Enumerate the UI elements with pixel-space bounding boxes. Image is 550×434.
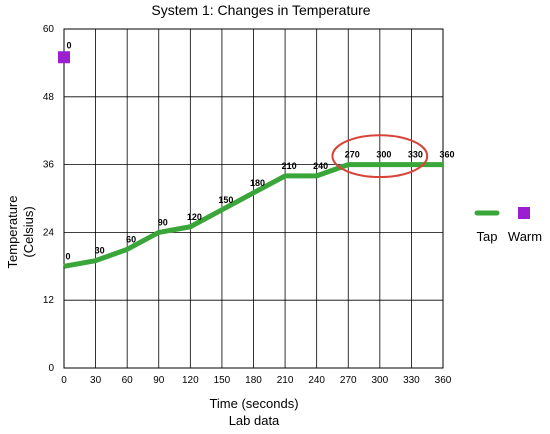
x-tick-label: 360 xyxy=(435,375,452,386)
data-labels-layer: 0 30 60 90 120 150 180 210 240 270 300 330 360 0 xyxy=(65,40,454,261)
x-axis-label: Time (seconds) xyxy=(209,396,298,411)
legend-tap-label: Tap xyxy=(477,229,498,244)
tap-series-line xyxy=(63,162,443,269)
x-tick-label: 60 xyxy=(122,375,134,386)
tap-data-label: 180 xyxy=(250,178,265,188)
x-tick-label: 210 xyxy=(277,375,294,386)
tap-data-label: 270 xyxy=(345,150,360,160)
y-tick-label: 12 xyxy=(43,295,55,306)
tap-data-label: 30 xyxy=(95,246,105,256)
x-axis-sublabel: Lab data xyxy=(229,413,280,428)
x-tick-label: 330 xyxy=(403,375,420,386)
legend: Tap Warm xyxy=(474,207,542,244)
x-tick-label: 0 xyxy=(61,375,67,386)
plot-frame xyxy=(63,28,444,369)
x-tick-label: 180 xyxy=(245,375,262,386)
highlight-ellipse xyxy=(331,134,429,179)
x-tick-label: 90 xyxy=(153,375,165,386)
legend-warm-label: Warm xyxy=(508,229,542,244)
tap-data-label: 90 xyxy=(158,217,168,227)
grid-lines xyxy=(63,28,444,369)
x-tick-label: 120 xyxy=(182,375,199,386)
y-axis-ticks: 0 12 24 36 48 60 xyxy=(43,24,55,374)
annotation-layer xyxy=(331,134,429,179)
x-tick-label: 150 xyxy=(214,375,231,386)
chart-title: System 1: Changes in Temperature xyxy=(151,2,370,18)
tap-data-label: 60 xyxy=(126,234,136,244)
x-tick-label: 270 xyxy=(340,375,357,386)
tap-data-label: 120 xyxy=(187,212,202,222)
legend-warm-swatch xyxy=(518,207,530,219)
tap-data-label: 360 xyxy=(439,150,454,160)
tap-data-label: 0 xyxy=(65,251,70,261)
tap-data-label: 150 xyxy=(218,195,233,205)
y-tick-label: 24 xyxy=(43,227,55,238)
tap-data-label: 210 xyxy=(282,161,297,171)
y-tick-label: 48 xyxy=(43,92,55,103)
x-tick-label: 30 xyxy=(90,375,102,386)
x-axis-ticks: 0 30 60 90 120 150 180 210 240 270 300 330 360 xyxy=(61,375,452,386)
warm-data-point xyxy=(58,51,70,64)
y-axis-label: Temperature xyxy=(5,196,20,269)
tap-data-label: 240 xyxy=(313,161,328,171)
y-tick-label: 60 xyxy=(43,24,55,35)
y-axis-sublabel: (Celsius) xyxy=(21,206,36,257)
x-tick-label: 300 xyxy=(371,375,388,386)
warm-data-label: 0 xyxy=(66,40,71,50)
y-tick-label: 0 xyxy=(48,363,54,374)
tap-data-label: 300 xyxy=(376,150,391,160)
x-tick-label: 240 xyxy=(308,375,325,386)
y-tick-label: 36 xyxy=(43,160,55,171)
tap-data-label: 330 xyxy=(408,150,423,160)
series-layer xyxy=(58,51,443,269)
